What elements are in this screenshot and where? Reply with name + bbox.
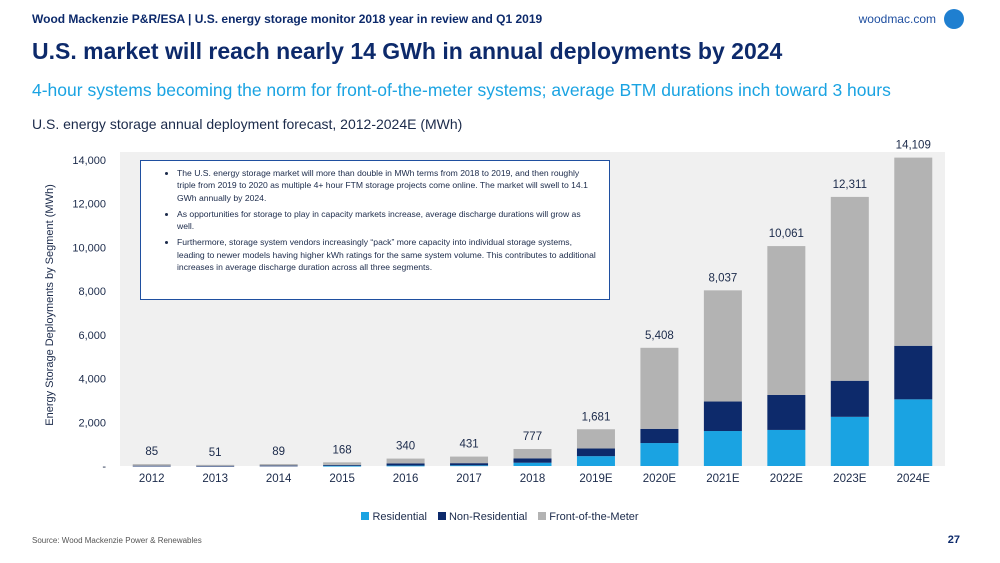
x-tick-label: 2014 (266, 473, 292, 485)
header-text: Wood Mackenzie P&R/ESA | U.S. energy sto… (32, 12, 543, 26)
bar-ftm (450, 456, 489, 464)
bar-ftm (576, 429, 615, 449)
total-data-label: 5,408 (645, 330, 674, 342)
x-tick-label: 2013 (202, 473, 228, 485)
total-data-label: 777 (523, 431, 542, 443)
annotation-box: The U.S. energy storage market will more… (140, 160, 610, 300)
bar-non-residential (386, 463, 425, 466)
legend-item-ftm: Front-of-the-Meter (538, 511, 639, 523)
y-tick-label: 4,000 (78, 374, 106, 386)
total-data-label: 1,681 (582, 411, 611, 423)
x-tick-label: 2019E (579, 473, 613, 485)
bar-residential (576, 456, 615, 466)
bar-residential (513, 462, 552, 466)
total-data-label: 51 (209, 447, 222, 459)
bar-ftm (259, 464, 298, 466)
total-data-label: 168 (333, 444, 352, 456)
source-note: Source: Wood Mackenzie Power & Renewable… (32, 536, 202, 545)
bar-residential (386, 465, 425, 467)
x-tick-label: 2023E (833, 473, 867, 485)
annotation-bullet: As opportunities for storage to play in … (177, 208, 597, 233)
bar-non-residential (323, 464, 362, 466)
bar-non-residential (767, 394, 806, 430)
bar-residential (450, 465, 489, 467)
total-data-label: 14,109 (896, 140, 931, 152)
bar-non-residential (894, 345, 933, 400)
bar-ftm (132, 464, 171, 466)
woodmac-logo-icon (944, 9, 964, 29)
y-tick-label: 12,000 (72, 199, 106, 211)
bar-residential (830, 416, 869, 466)
x-tick-label: 2021E (706, 473, 740, 485)
slide-subtitle: 4-hour systems becoming the norm for fro… (32, 80, 891, 100)
total-data-label: 10,061 (769, 228, 804, 240)
total-data-label: 431 (459, 439, 478, 451)
bar-ftm (513, 449, 552, 459)
bar-residential (703, 431, 742, 466)
bar-non-residential (640, 428, 679, 444)
y-tick-label: - (102, 461, 106, 473)
y-axis-label: Energy Storage Deployments by Segment (M… (44, 184, 56, 426)
bar-residential (767, 429, 806, 466)
y-tick-label: 14,000 (72, 155, 106, 167)
page-number: 27 (947, 534, 960, 546)
y-tick-label: 6,000 (78, 330, 106, 342)
legend-item-residential: Residential (361, 511, 427, 523)
y-tick-label: 10,000 (72, 242, 106, 254)
annotation-bullet: Furthermore, storage system vendors incr… (177, 236, 597, 273)
x-tick-label: 2024E (897, 473, 931, 485)
legend-swatch (538, 512, 547, 520)
bar-non-residential (450, 463, 489, 466)
x-tick-label: 2017 (456, 473, 482, 485)
bar-non-residential (132, 465, 171, 467)
bar-non-residential (513, 458, 552, 463)
bar-ftm (830, 196, 869, 381)
bar-non-residential (576, 448, 615, 457)
legend-label: Residential (372, 511, 427, 523)
bar-ftm (196, 464, 235, 466)
x-tick-label: 2018 (520, 473, 546, 485)
bar-ftm (640, 347, 679, 429)
bar-residential (323, 465, 362, 467)
bar-ftm (386, 458, 425, 464)
bar-non-residential (196, 465, 235, 467)
total-data-label: 12,311 (833, 179, 867, 191)
bar-ftm (323, 462, 362, 465)
legend-label: Front-of-the-Meter (549, 511, 639, 523)
legend-swatch (437, 512, 446, 520)
slide-header: Wood Mackenzie P&R/ESA | U.S. energy sto… (0, 0, 1000, 36)
y-tick-label: 8,000 (78, 286, 106, 298)
legend-item-non-residential: Non-Residential (437, 511, 528, 523)
x-tick-label: 2020E (643, 473, 677, 485)
bar-residential (640, 443, 679, 466)
chart-legend: Residential Non-Residential Front-of-the… (0, 511, 1000, 523)
x-tick-label: 2022E (770, 473, 804, 485)
bar-non-residential (259, 465, 298, 467)
bar-non-residential (830, 380, 869, 417)
bar-ftm (894, 157, 933, 346)
x-tick-label: 2015 (329, 473, 355, 485)
bar-non-residential (703, 401, 742, 432)
total-data-label: 8,037 (708, 272, 737, 284)
y-tick-label: 2,000 (78, 417, 106, 429)
chart-title: U.S. energy storage annual deployment fo… (32, 116, 463, 132)
total-data-label: 89 (272, 446, 285, 458)
x-tick-label: 2012 (139, 473, 165, 485)
legend-swatch (361, 512, 370, 520)
total-data-label: 85 (145, 446, 158, 458)
x-tick-label: 2016 (393, 473, 419, 485)
bar-residential (894, 399, 933, 466)
annotation-bullet: The U.S. energy storage market will more… (177, 167, 597, 204)
total-data-label: 340 (396, 441, 415, 453)
bar-ftm (703, 290, 742, 402)
slide-title: U.S. market will reach nearly 14 GWh in … (32, 38, 783, 64)
bar-ftm (767, 246, 806, 395)
brand-link[interactable]: woodmac.com (858, 12, 936, 26)
legend-label: Non-Residential (448, 511, 528, 523)
